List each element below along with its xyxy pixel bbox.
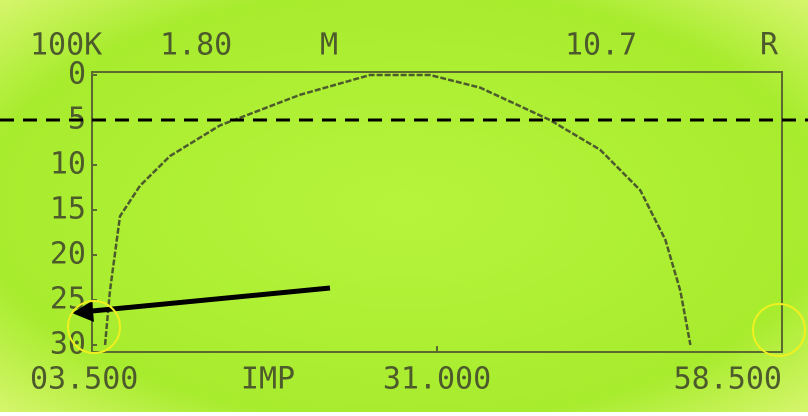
y-tick-label: 0 xyxy=(68,57,86,92)
lcd-screen: 100K1.80M10.7R05101520253003.50031.00058… xyxy=(0,0,808,412)
x-axis-label: IMP xyxy=(241,362,295,397)
x-tick-label: 58.500 xyxy=(674,362,782,397)
x-tick-label: 03.500 xyxy=(30,362,138,397)
header-text: 10.7 xyxy=(565,28,637,63)
y-tick-label: 15 xyxy=(50,192,86,227)
y-tick-label: 20 xyxy=(50,237,86,272)
lcd-background xyxy=(0,0,808,412)
header-text: 100K xyxy=(30,28,102,63)
header-text: M xyxy=(320,28,338,63)
header-text: 1.80 xyxy=(160,28,232,63)
x-tick-label: 31.000 xyxy=(383,362,491,397)
header-text: R xyxy=(760,28,779,63)
y-tick-label: 10 xyxy=(50,147,86,182)
